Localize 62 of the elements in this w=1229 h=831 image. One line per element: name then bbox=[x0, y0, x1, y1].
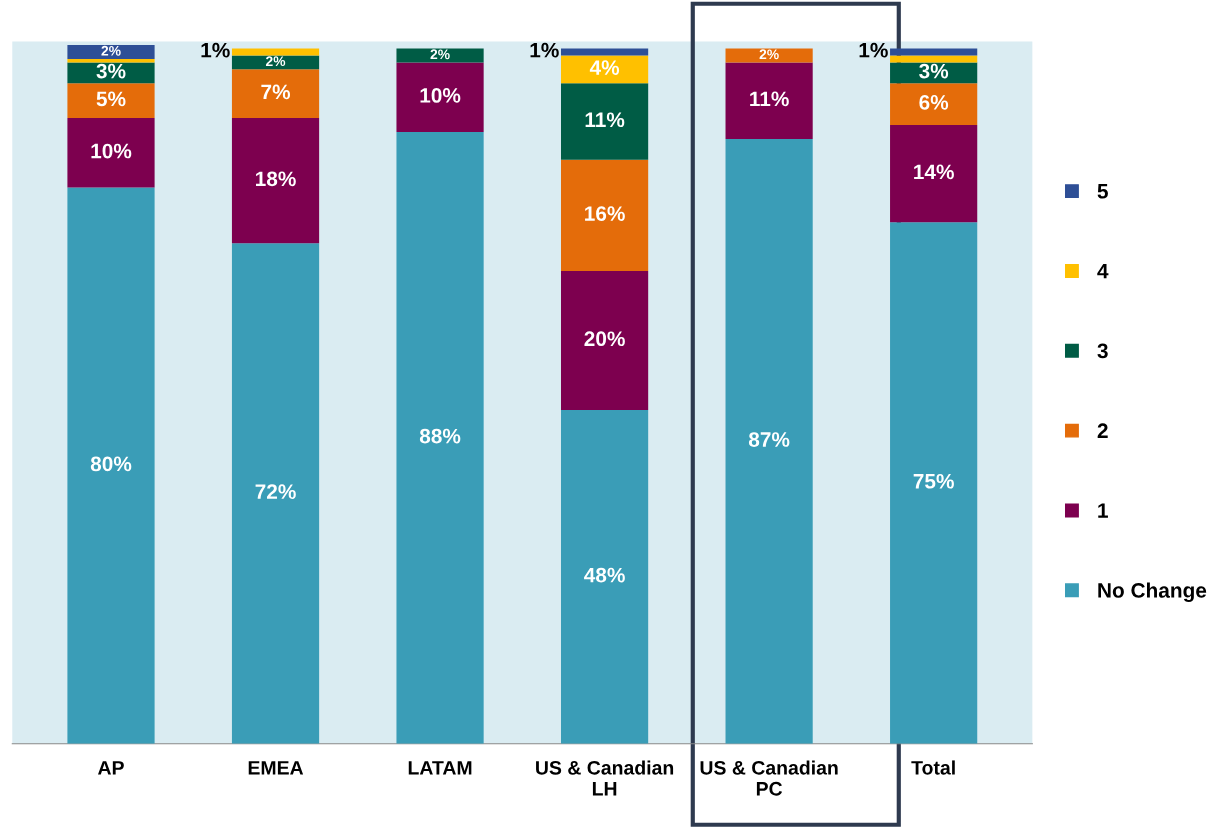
bar bbox=[231, 55, 320, 70]
x-tick-label: LATAM bbox=[408, 761, 472, 775]
bar bbox=[890, 124, 978, 223]
data-label: 16% bbox=[585, 206, 625, 221]
x-tick-label: Total bbox=[911, 760, 955, 775]
data-label: 10% bbox=[91, 143, 132, 159]
x-tick-label: EMEA bbox=[248, 761, 304, 775]
bar bbox=[231, 118, 320, 244]
legend-label: 5 bbox=[1097, 184, 1108, 199]
bar bbox=[560, 83, 649, 160]
data-label: 1% bbox=[530, 42, 559, 58]
bar bbox=[560, 55, 649, 84]
data-label: 14% bbox=[914, 164, 954, 180]
data-label: 3% bbox=[96, 63, 126, 79]
data-label: 11% bbox=[585, 112, 625, 128]
bar bbox=[890, 222, 978, 744]
bar bbox=[67, 187, 155, 744]
data-label: 2% bbox=[101, 45, 121, 56]
data-label: 18% bbox=[256, 171, 296, 187]
bar bbox=[231, 243, 320, 744]
data-label: 80% bbox=[90, 456, 132, 472]
bar bbox=[67, 62, 155, 84]
legend-label: 4 bbox=[1097, 263, 1109, 279]
data-label: 7% bbox=[261, 84, 291, 100]
x-tick-label: US & Canadian LH bbox=[536, 760, 674, 796]
data-label: 48% bbox=[584, 567, 625, 583]
data-label: 2% bbox=[265, 56, 286, 67]
legend-label: No Change bbox=[1098, 582, 1207, 602]
data-label: 75% bbox=[913, 473, 954, 489]
data-label: 10% bbox=[420, 88, 461, 103]
legend-label: 1 bbox=[1098, 503, 1108, 518]
bar bbox=[560, 159, 649, 271]
data-label: 1% bbox=[859, 42, 888, 58]
bar bbox=[725, 138, 813, 744]
legend-label: 2 bbox=[1097, 423, 1108, 438]
data-label: 20% bbox=[584, 331, 625, 347]
data-label: 2% bbox=[430, 49, 450, 60]
bar bbox=[231, 69, 320, 119]
bar bbox=[67, 118, 155, 188]
data-label: 72% bbox=[255, 484, 296, 500]
bar bbox=[725, 62, 813, 139]
data-label: 11% bbox=[750, 91, 789, 107]
bar bbox=[890, 62, 978, 84]
data-label: 4% bbox=[589, 60, 620, 75]
data-label: 5% bbox=[96, 91, 126, 107]
x-tick-label: AP bbox=[97, 761, 124, 775]
data-label: 87% bbox=[748, 432, 790, 447]
data-label: 2% bbox=[759, 49, 779, 60]
data-label: 3% bbox=[919, 63, 949, 79]
data-label: 1% bbox=[201, 42, 230, 58]
bar bbox=[560, 410, 649, 744]
legend-label: 3 bbox=[1097, 343, 1108, 359]
bar bbox=[890, 83, 978, 125]
data-label: 6% bbox=[919, 94, 949, 110]
bar bbox=[890, 55, 978, 63]
data-label: 88% bbox=[419, 428, 461, 444]
bar bbox=[396, 62, 484, 132]
bar bbox=[67, 45, 155, 59]
bar bbox=[560, 270, 649, 411]
bar bbox=[67, 83, 155, 119]
bar bbox=[396, 131, 484, 744]
x-tick-label: US & Canadian PC bbox=[700, 760, 838, 796]
